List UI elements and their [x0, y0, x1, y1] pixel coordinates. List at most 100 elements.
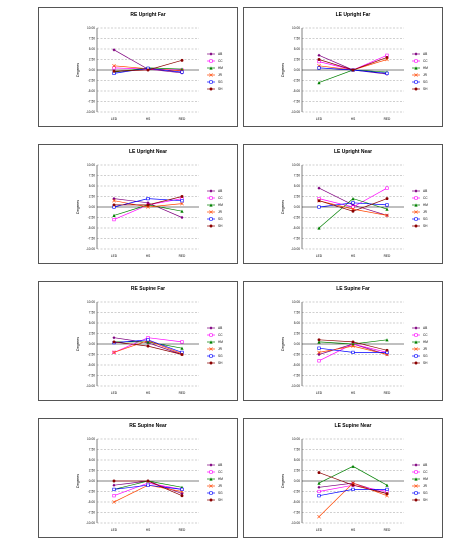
legend-marker — [209, 189, 213, 193]
y-axis-label: Degrees — [76, 337, 80, 351]
data-point — [146, 203, 150, 207]
y-tick-label: -7.50 — [88, 511, 95, 515]
legend-label: AB — [218, 326, 222, 330]
legend-marker — [209, 224, 213, 228]
data-point — [146, 340, 150, 344]
legend-entry: AB — [412, 326, 427, 330]
x-tick-label: RED — [179, 254, 186, 258]
legend-entry: SG — [207, 354, 223, 358]
legend-marker — [414, 196, 418, 200]
chart-svg-8: LE Supine Near 10.00 7.50 5.00 2.50 0.00 -2.50… — [281, 423, 428, 532]
y-tick-label: -10.00 — [86, 384, 95, 388]
y-tick-label: -2.50 — [293, 353, 300, 357]
legend-marker — [414, 326, 418, 330]
data-point — [146, 479, 150, 483]
y-tick-label: -2.50 — [88, 353, 95, 357]
x-tick-label: RED — [179, 391, 186, 395]
legend-label: SH — [218, 87, 223, 91]
y-tick-label: 0.00 — [89, 342, 95, 346]
data-point — [146, 483, 150, 487]
data-point — [112, 336, 116, 340]
data-point — [112, 500, 116, 504]
legend-entry: CC — [412, 470, 428, 474]
legend-entry: SH — [207, 361, 223, 365]
legend-label: CC — [218, 196, 223, 200]
data-point — [351, 201, 355, 205]
y-axis-label: Degrees — [76, 474, 80, 488]
y-tick-label: 10.00 — [292, 437, 300, 441]
data-point — [112, 197, 116, 201]
y-tick-label: -7.50 — [88, 237, 95, 241]
data-point — [351, 207, 355, 211]
y-tick-label: 7.50 — [294, 311, 300, 315]
y-tick-label: 5.00 — [294, 458, 300, 462]
legend-marker — [209, 484, 213, 488]
series-SG — [317, 201, 389, 209]
legend-marker — [209, 333, 213, 337]
data-point — [385, 55, 389, 59]
data-point — [180, 487, 184, 491]
x-tick-label: LED — [111, 528, 118, 532]
y-tick-label: -2.50 — [88, 216, 95, 220]
data-point — [385, 71, 389, 75]
y-tick-label: 10.00 — [87, 26, 95, 30]
legend-label: SH — [218, 224, 223, 228]
legend-entry: JR — [412, 210, 428, 214]
data-point — [146, 68, 150, 72]
data-point — [180, 70, 184, 74]
legend-label: SG — [218, 354, 223, 358]
legend-label: JR — [218, 347, 223, 351]
y-tick-label: -7.50 — [293, 511, 300, 515]
data-point — [351, 350, 355, 354]
legend-entry: SH — [207, 87, 223, 91]
data-point — [180, 58, 184, 62]
y-tick-label: 10.00 — [292, 26, 300, 30]
x-tick-label: RED — [384, 117, 391, 121]
y-tick-label: 2.50 — [89, 332, 95, 336]
chart-svg-6: LE Supine Far 10.00 7.50 5.00 2.50 0.00 -2.50 -… — [281, 286, 428, 395]
legend-label: HM — [218, 340, 223, 344]
legend-entry: SG — [412, 354, 428, 358]
data-point — [351, 203, 355, 207]
legend-label: SH — [218, 498, 223, 502]
data-point — [317, 350, 321, 355]
legend-marker — [414, 210, 418, 214]
y-tick-label: 7.50 — [294, 37, 300, 41]
x-tick-label: RED — [384, 528, 391, 532]
y-tick-label: 10.00 — [87, 300, 95, 304]
y-tick-label: 7.50 — [89, 174, 95, 178]
legend-marker — [414, 217, 418, 221]
legend-label: CC — [218, 59, 223, 63]
y-tick-label: -10.00 — [86, 247, 95, 251]
legend-label: HM — [218, 203, 223, 207]
y-tick-label: -10.00 — [291, 110, 300, 114]
y-tick-label: -10.00 — [86, 110, 95, 114]
series-SH — [317, 197, 389, 213]
legend-marker — [209, 361, 213, 365]
y-tick-label: -5.00 — [293, 226, 300, 230]
legend-label: CC — [423, 59, 428, 63]
x-tick-label: RED — [179, 528, 186, 532]
data-point — [351, 483, 355, 487]
legend-label: SH — [423, 498, 428, 502]
series-line — [318, 57, 388, 71]
chart-panel-2: LE Upright Far 10.00 7.50 5.00 2.50 0.00 -2.50… — [243, 7, 443, 127]
data-point — [317, 514, 321, 519]
y-tick-label: 7.50 — [89, 311, 95, 315]
legend-entry: CC — [412, 59, 428, 63]
data-point — [351, 464, 355, 468]
y-tick-label: -2.50 — [88, 490, 95, 494]
legend-label: HM — [423, 203, 428, 207]
legend-marker — [414, 463, 418, 467]
data-point — [112, 483, 116, 487]
legend-label: CC — [423, 196, 428, 200]
series-SG — [112, 66, 184, 75]
y-tick-label: 0.00 — [294, 68, 300, 72]
x-tick-label: LED — [316, 254, 323, 258]
data-point — [317, 359, 321, 363]
legend-entry: CC — [207, 470, 223, 474]
data-point — [112, 63, 116, 68]
legend-entry: SG — [412, 217, 428, 221]
y-axis-label: Degrees — [281, 200, 285, 214]
x-tick-label: LED — [111, 254, 118, 258]
